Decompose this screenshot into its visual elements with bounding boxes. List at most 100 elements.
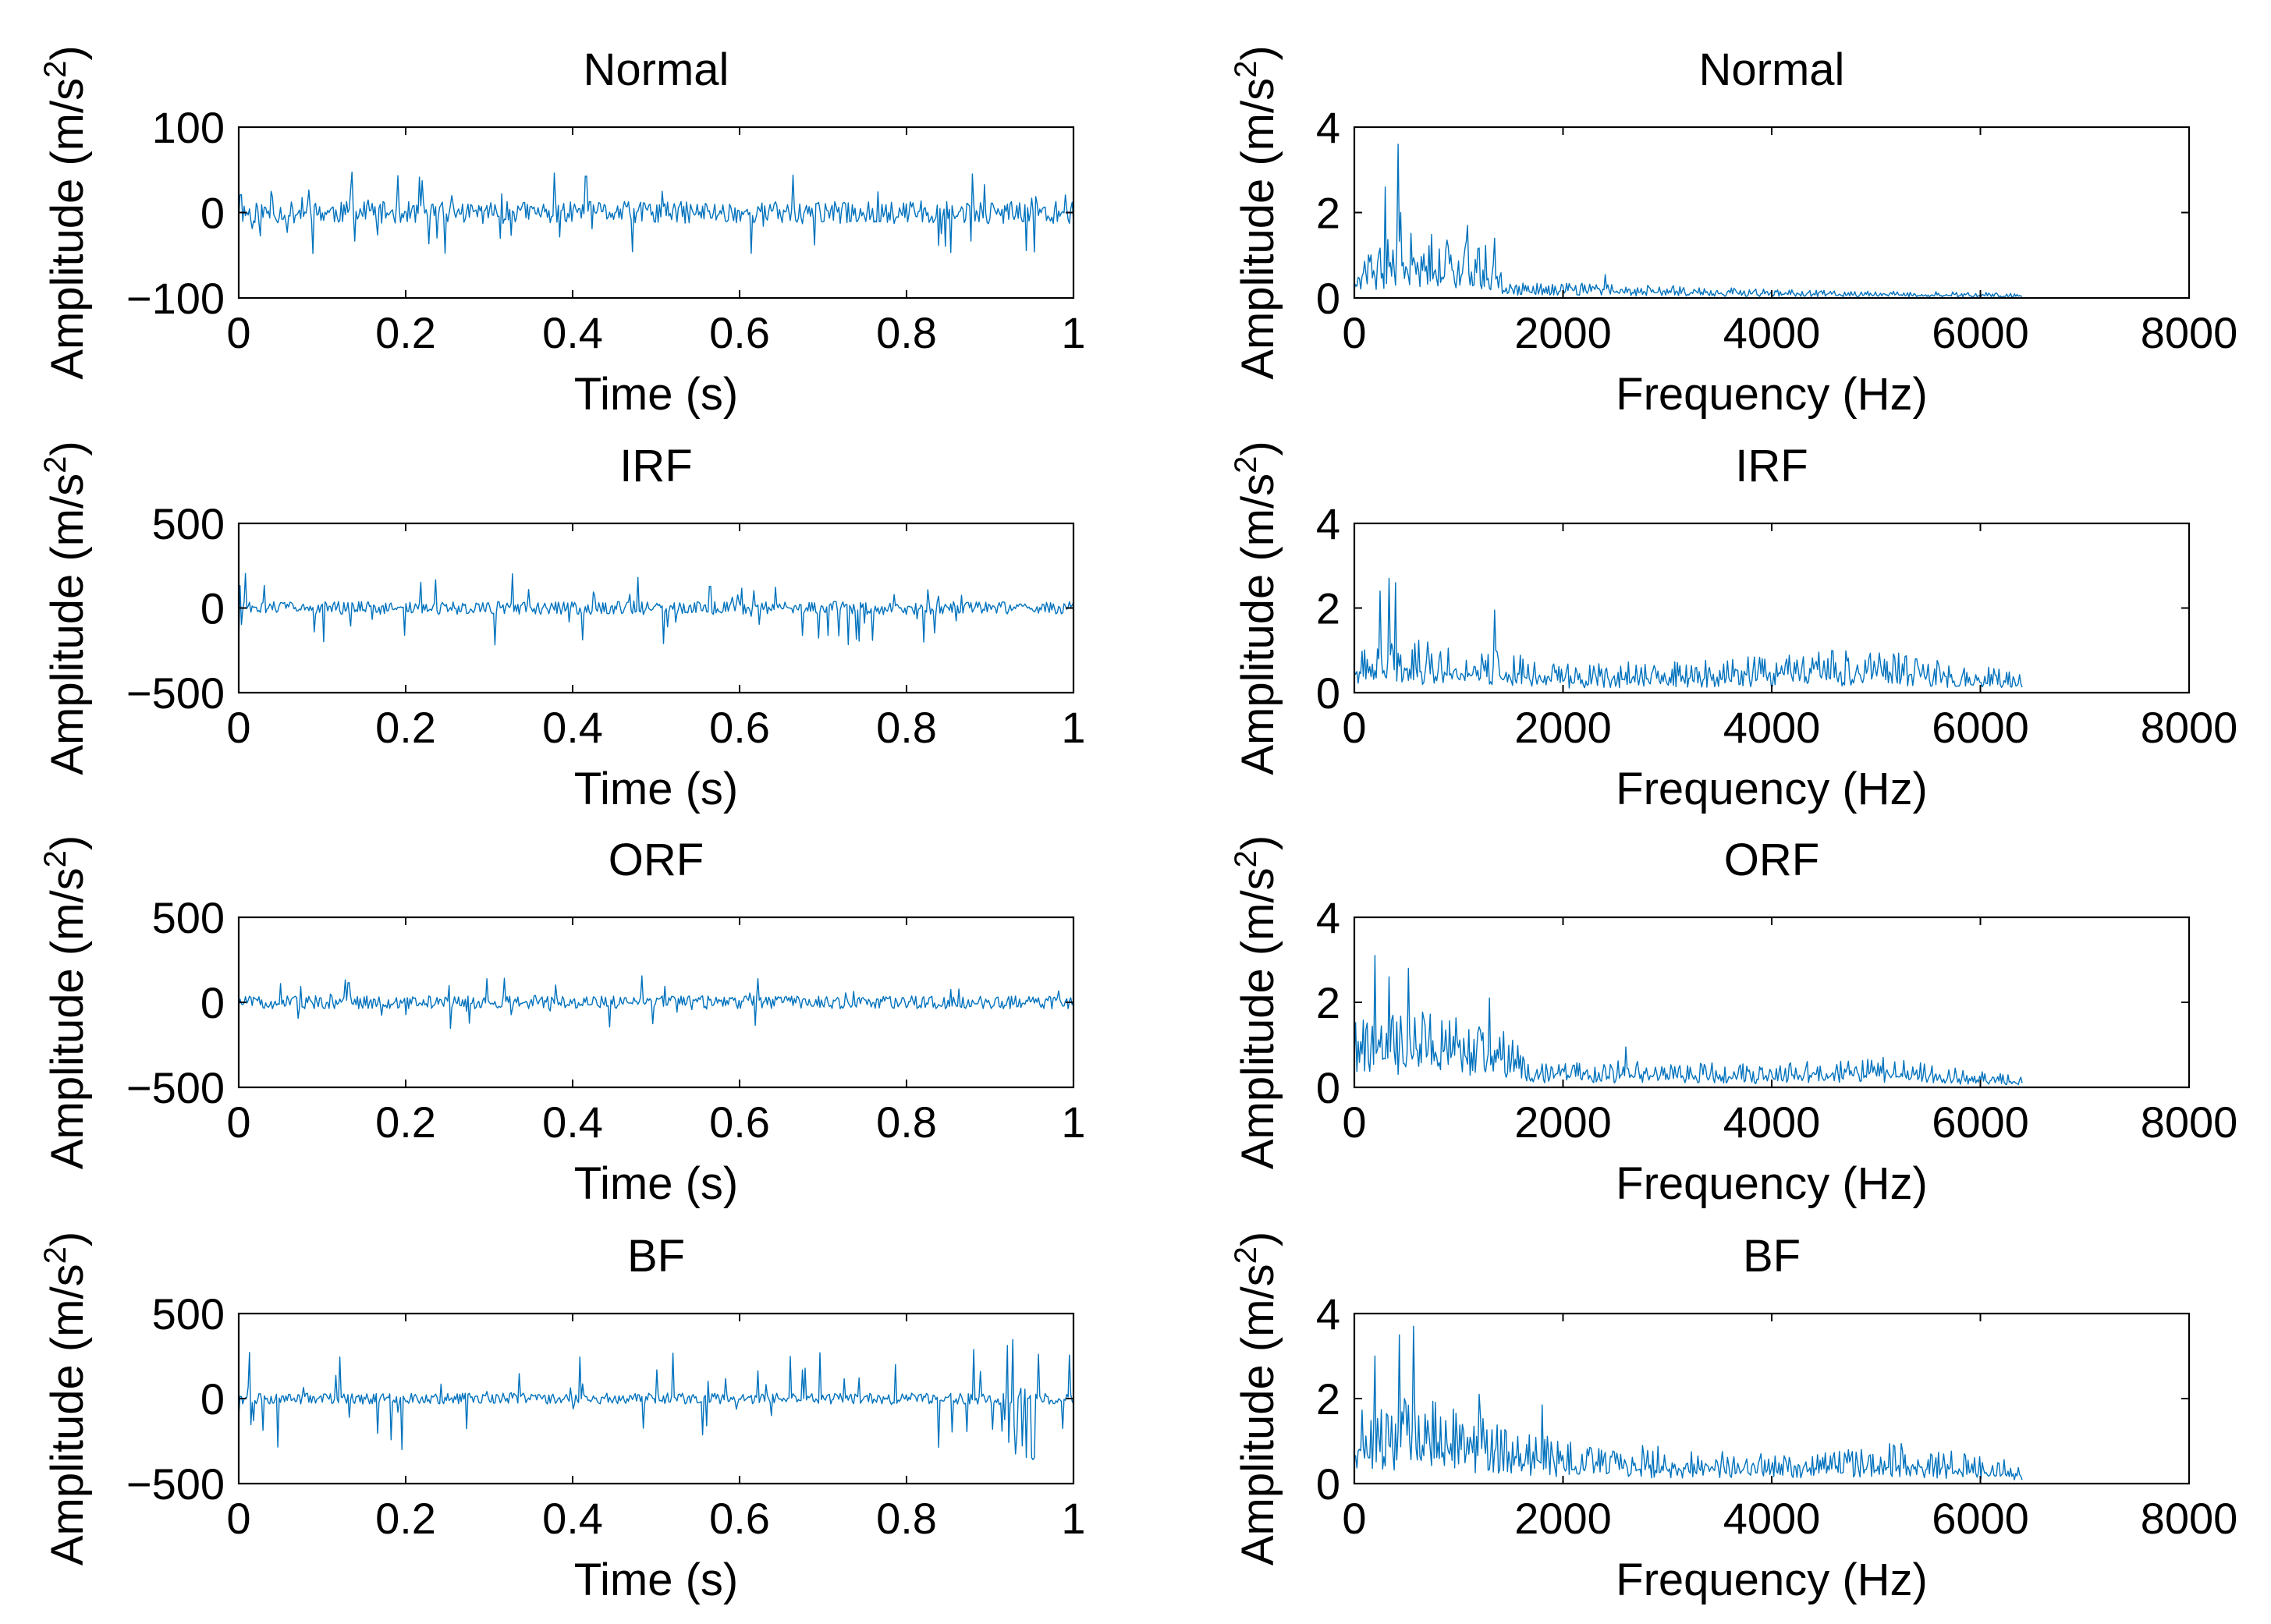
- y-tick-label: 100: [152, 103, 225, 152]
- x-tick-label: 0.6: [709, 1494, 770, 1543]
- y-tick-label: 500: [152, 1289, 225, 1339]
- series-line: [1354, 955, 2023, 1086]
- y-axis-label-close: ): [42, 441, 93, 456]
- series-line: [238, 975, 1074, 1029]
- x-tick-label: 2000: [1514, 1494, 1612, 1543]
- x-tick-label: 8000: [2141, 1494, 2238, 1543]
- x-tick-label: 6000: [1932, 1494, 2029, 1543]
- y-axis-label-superscript: 2: [1229, 456, 1263, 473]
- y-axis-label: Amplitude (m/s2): [1229, 441, 1283, 775]
- y-axis-label: Amplitude (m/s2): [1229, 835, 1283, 1169]
- y-axis-label-close: ): [42, 45, 93, 60]
- x-tick-label: 2000: [1514, 308, 1612, 357]
- axes-frame: [1353, 522, 2191, 694]
- x-axis-label: Frequency (Hz): [1616, 1555, 1928, 1605]
- x-tick-label: 6000: [1932, 308, 2029, 357]
- y-axis-label-close: ): [1233, 441, 1283, 456]
- x-tick-label: 0.2: [375, 308, 436, 357]
- y-axis-label-close: ): [1233, 1232, 1283, 1246]
- x-tick-label: 0: [1342, 703, 1366, 752]
- y-tick-label: 0: [200, 978, 225, 1027]
- x-tick-label: 0: [1342, 308, 1366, 357]
- x-tick-label: 0: [226, 1494, 250, 1543]
- subplot-2: Normal 0 2000 4000 6000 8000 0 2 4 Frequency (Hz)…: [1229, 44, 2237, 420]
- subplot-title: BF: [627, 1231, 685, 1282]
- y-axis-label-superscript: 2: [1229, 1246, 1263, 1264]
- y-axis-label-close: ): [42, 835, 93, 850]
- y-tick-label: 2: [1316, 978, 1340, 1027]
- series-line: [238, 573, 1074, 646]
- x-tick-label: 0.4: [542, 1097, 603, 1147]
- series-line: [238, 1339, 1074, 1460]
- x-tick-label: 0.8: [876, 1494, 937, 1543]
- y-axis-label-close: ): [1233, 835, 1283, 850]
- subplot-4: IRF 0 2000 4000 6000 8000 0 2 4 Frequency (Hz) Amp…: [1229, 441, 2237, 814]
- subplot-title: IRF: [619, 441, 692, 491]
- x-tick-label: 6000: [1932, 703, 2029, 752]
- y-axis-label: Amplitude (m/s2): [38, 441, 93, 775]
- y-tick-label: 0: [200, 1374, 225, 1424]
- y-axis-label: Amplitude (m/s2): [1229, 1232, 1283, 1565]
- x-tick-label: 0.6: [709, 703, 770, 752]
- y-axis-label-superscript: 2: [38, 850, 73, 867]
- y-tick-label: 0: [1316, 668, 1340, 718]
- x-tick-label: 0: [226, 703, 250, 752]
- x-tick-label: 0.4: [542, 703, 603, 752]
- y-tick-label: 500: [152, 499, 225, 548]
- y-axis-label-text: Amplitude (m/s: [1233, 1264, 1283, 1565]
- x-tick-label: 2000: [1514, 703, 1612, 752]
- x-tick-label: 1: [1061, 1097, 1085, 1147]
- x-tick-label: 0.6: [709, 308, 770, 357]
- y-axis-label-text: Amplitude (m/s: [42, 78, 93, 380]
- y-axis-label-text: Amplitude (m/s: [42, 1264, 93, 1565]
- y-tick-label: −100: [126, 274, 225, 323]
- y-tick-label: 0: [1316, 1063, 1340, 1112]
- y-tick-label: 2: [1316, 1374, 1340, 1424]
- y-tick-label: 2: [1316, 584, 1340, 633]
- y-axis-label-close: ): [42, 1232, 93, 1246]
- y-axis-label: Amplitude (m/s2): [1229, 45, 1283, 379]
- y-tick-label: 2: [1316, 189, 1340, 238]
- x-tick-label: 4000: [1723, 1494, 1821, 1543]
- x-axis-label: Frequency (Hz): [1616, 369, 1928, 420]
- x-axis-label: Frequency (Hz): [1616, 1158, 1928, 1209]
- x-tick-label: 0.6: [709, 1097, 770, 1147]
- x-tick-label: 0: [1342, 1494, 1366, 1543]
- x-tick-label: 0.2: [375, 703, 436, 752]
- subplot-8: BF 0 2000 4000 6000 8000 0 2 4 Frequency (Hz) Ampl…: [1229, 1231, 2237, 1605]
- y-tick-label: 4: [1316, 103, 1340, 152]
- y-axis-label: Amplitude (m/s2): [38, 835, 93, 1169]
- x-tick-label: 8000: [2141, 1097, 2238, 1147]
- subplot-title: IRF: [1735, 441, 1808, 491]
- x-tick-label: 4000: [1723, 703, 1821, 752]
- x-tick-label: 0.2: [375, 1494, 436, 1543]
- y-tick-label: 4: [1316, 1289, 1340, 1339]
- x-tick-label: 0.4: [542, 1494, 603, 1543]
- series-line: [238, 171, 1074, 254]
- subplot-title: Normal: [584, 44, 729, 95]
- y-tick-label: −500: [126, 1459, 225, 1509]
- x-tick-label: 6000: [1932, 1097, 2029, 1147]
- x-axis-label: Time (s): [574, 764, 738, 814]
- x-axis-label: Frequency (Hz): [1616, 764, 1928, 814]
- x-tick-label: 0: [226, 308, 250, 357]
- y-axis-label-superscript: 2: [38, 456, 73, 473]
- x-tick-label: 1: [1061, 1494, 1085, 1543]
- x-tick-label: 1: [1061, 703, 1085, 752]
- y-axis-label-superscript: 2: [1229, 850, 1263, 867]
- x-tick-label: 0.8: [876, 1097, 937, 1147]
- x-tick-label: 8000: [2141, 308, 2238, 357]
- x-tick-label: 1: [1061, 308, 1085, 357]
- subplot-title: ORF: [609, 835, 704, 885]
- subplot-title: ORF: [1724, 835, 1819, 885]
- x-tick-label: 0.4: [542, 308, 603, 357]
- x-tick-label: 4000: [1723, 308, 1821, 357]
- y-tick-label: 0: [200, 189, 225, 238]
- x-tick-label: 8000: [2141, 703, 2238, 752]
- x-axis-label: Time (s): [574, 1555, 738, 1605]
- x-tick-label: 0.8: [876, 703, 937, 752]
- y-tick-label: 0: [1316, 274, 1340, 323]
